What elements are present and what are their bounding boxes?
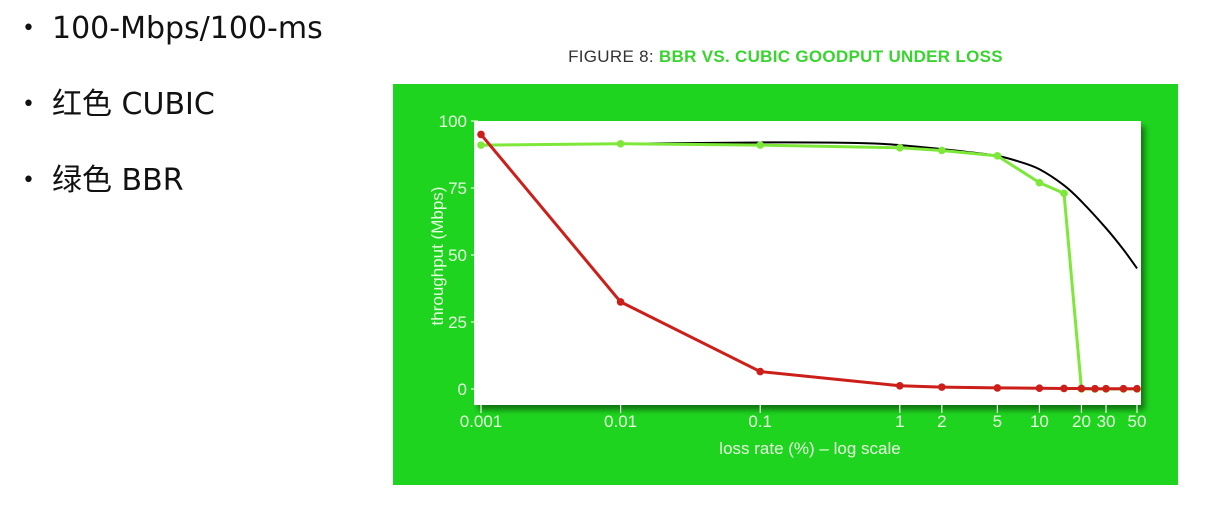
x-tick-label: 5: [993, 412, 1002, 431]
bbr-line-point: [477, 141, 485, 149]
cubic-line-point: [938, 383, 946, 391]
figure-title-main: BBR VS. CUBIC GOODPUT UNDER LOSS: [658, 47, 1003, 66]
bullet-text: 100-Mbps/100-ms: [52, 11, 323, 46]
x-tick-label: 0.01: [604, 412, 637, 431]
plot-area: [474, 121, 1141, 405]
chart-panel: 0 25 50 75 100 0.001 0.01 0.1 1 2 5 10 20 30 50 loss …: [393, 84, 1178, 485]
y-tick-label: 50: [448, 246, 467, 265]
bullet-item-cubic: • 红色 CUBIC: [22, 86, 323, 124]
x-tick-label: 0.1: [748, 412, 772, 431]
bbr-line-point: [896, 144, 904, 152]
bbr-line-point: [756, 141, 765, 149]
y-tick-label: 0: [458, 380, 467, 399]
x-tick-label: 20: [1072, 412, 1091, 431]
y-tick-label: 100: [439, 112, 467, 131]
bbr-line-point: [1060, 189, 1068, 198]
bbr-line-point: [616, 139, 625, 148]
y-tick-label: 75: [448, 179, 467, 198]
x-tick-label: 1: [895, 412, 904, 431]
x-tick-label: 0.001: [460, 412, 503, 431]
figure-title-prefix: FIGURE 8:: [568, 47, 654, 66]
bbr-line-point: [938, 146, 946, 155]
cubic-line-point: [993, 384, 1002, 392]
bullet-text: 红色 CUBIC: [52, 87, 215, 122]
cubic-line-point: [1035, 384, 1044, 392]
x-tick-label: 30: [1097, 412, 1116, 431]
bullet-list: • 100-Mbps/100-ms • 红色 CUBIC • 绿色 BBR: [22, 10, 323, 238]
bullet-marker: •: [22, 16, 35, 41]
cubic-line-point: [1060, 384, 1068, 393]
bullet-item-speed: • 100-Mbps/100-ms: [22, 10, 323, 48]
cubic-line-point: [1119, 384, 1128, 393]
cubic-line-point: [1091, 384, 1099, 393]
cubic-line-point: [1077, 384, 1086, 393]
y-axis-label: throughput (Mbps): [428, 187, 447, 326]
x-tick-label: 10: [1030, 412, 1049, 431]
bullet-marker: •: [22, 168, 35, 193]
y-tick-label: 25: [448, 313, 467, 332]
x-axis-label: loss rate (%) – log scale: [719, 439, 900, 458]
figure-title: FIGURE 8: BBR VS. CUBIC GOODPUT UNDER LO…: [393, 47, 1178, 67]
cubic-line-point: [477, 130, 485, 139]
bbr-line-point: [1035, 178, 1044, 187]
cubic-line-point: [756, 367, 765, 376]
x-tick-label: 2: [937, 412, 946, 431]
bullet-item-bbr: • 绿色 BBR: [22, 162, 323, 200]
cubic-line-point: [1102, 384, 1110, 393]
bullet-marker: •: [22, 92, 35, 117]
bbr-line-point: [993, 152, 1002, 160]
cubic-line-point: [616, 298, 625, 306]
bullet-text: 绿色 BBR: [52, 163, 184, 198]
x-tick-label: 50: [1128, 412, 1147, 431]
cubic-line-point: [896, 381, 904, 390]
cubic-line-point: [1133, 384, 1141, 393]
